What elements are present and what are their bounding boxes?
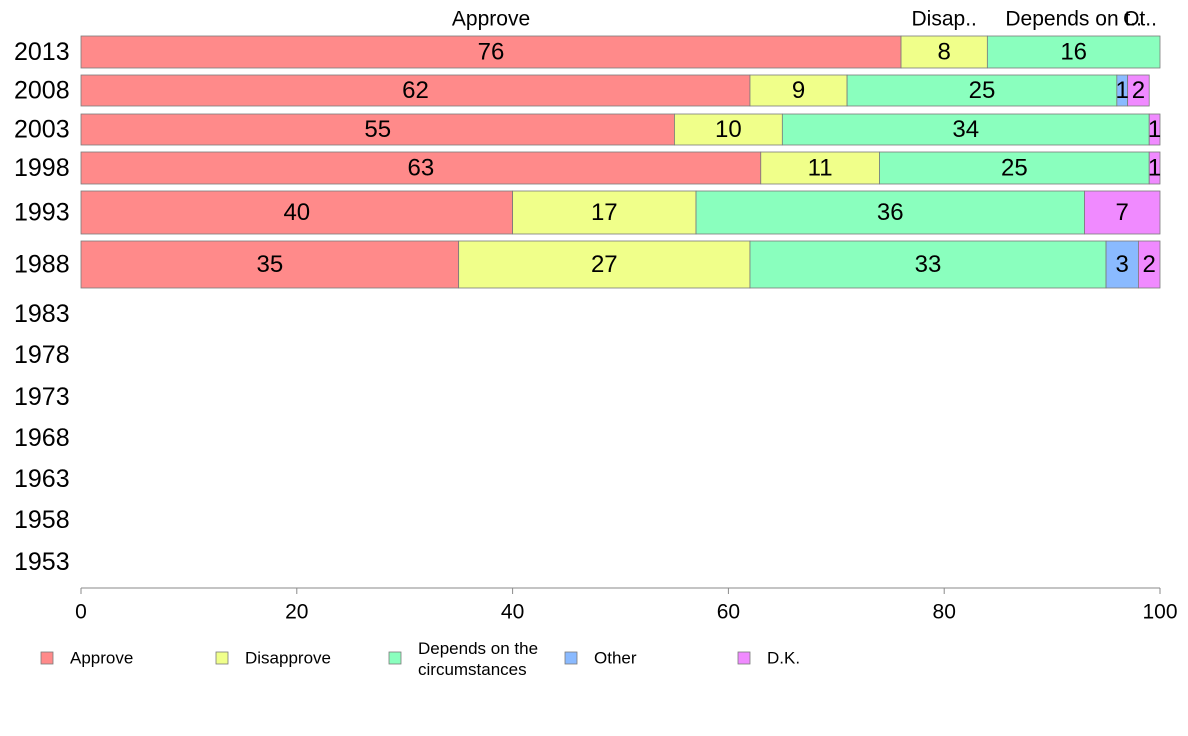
bar-2008-disapprove bbox=[749, 74, 848, 107]
legend-label-depends-on-the-circumstances: Depends on the circumstances bbox=[418, 639, 538, 679]
legend-swatch-approve bbox=[40, 651, 54, 665]
year-label-1963: 1963 bbox=[14, 465, 70, 493]
year-label-1988: 1988 bbox=[14, 251, 70, 279]
year-label-1998: 1998 bbox=[14, 154, 70, 182]
bar-2008-d-k bbox=[1127, 74, 1150, 107]
x-tick-label-60: 60 bbox=[717, 601, 740, 624]
year-label-1958: 1958 bbox=[14, 506, 70, 534]
value-label-2008-disapprove: 9 bbox=[792, 77, 805, 104]
value-label-2003-depends-on-the-circumstances: 34 bbox=[952, 116, 979, 143]
value-label-2008-depends-on-the-circumstances: 25 bbox=[969, 77, 996, 104]
legend-label-disapprove: Disapprove bbox=[245, 649, 331, 668]
top-label-ot: Ot.. bbox=[1123, 8, 1157, 31]
top-labels-layer: Approve Disap.. Depends on t..Ot.. bbox=[452, 8, 1157, 31]
x-tick-label-40: 40 bbox=[501, 601, 524, 624]
year-labels-layer: 2013 2008 2003 1998 1993 1988 1983 1978 1973 1968… bbox=[14, 38, 70, 576]
year-label-2013: 2013 bbox=[14, 38, 70, 66]
x-tick-label-0: 0 bbox=[75, 601, 87, 624]
bar-1988-depends-on-the-circumstances bbox=[749, 240, 1107, 289]
value-label-1998-d-k: 1 bbox=[1148, 155, 1161, 182]
bar-2008-depends-on-the-circumstances bbox=[846, 74, 1118, 107]
bar-1988-other bbox=[1105, 240, 1139, 289]
bar-2003-depends-on-the-circumstances bbox=[781, 113, 1150, 146]
bar-2008-approve bbox=[80, 74, 751, 107]
bar-1988-d-k bbox=[1138, 240, 1161, 289]
value-label-2008-approve: 62 bbox=[402, 77, 429, 104]
legend-label-other: Other bbox=[594, 649, 637, 668]
value-label-2003-disapprove: 10 bbox=[715, 116, 742, 143]
x-tick-label-80: 80 bbox=[933, 601, 956, 624]
bar-1998-disapprove bbox=[760, 151, 880, 185]
top-label-depends-on-t: Depends on t.. bbox=[1005, 8, 1142, 31]
bar-2013-depends-on-the-circumstances bbox=[986, 35, 1161, 69]
year-label-1993: 1993 bbox=[14, 199, 70, 227]
legend-label-d-k: D.K. bbox=[767, 649, 800, 668]
bar-1993-depends-on-the-circumstances bbox=[695, 190, 1085, 235]
value-label-1988-other: 3 bbox=[1116, 251, 1129, 278]
year-label-1983: 1983 bbox=[14, 300, 70, 328]
top-label-disap: Disap.. bbox=[912, 8, 977, 31]
bar-1993-disapprove bbox=[512, 190, 697, 235]
top-label-approve: Approve bbox=[452, 8, 530, 31]
legend-swatch-disapprove bbox=[215, 651, 229, 665]
value-label-1993-d-k: 7 bbox=[1116, 199, 1129, 226]
year-label-1968: 1968 bbox=[14, 424, 70, 452]
bar-2003-approve bbox=[80, 113, 675, 146]
value-label-2013-approve: 76 bbox=[478, 39, 505, 66]
year-label-1978: 1978 bbox=[14, 341, 70, 369]
year-label-1953: 1953 bbox=[14, 548, 70, 576]
year-label-1973: 1973 bbox=[14, 383, 70, 411]
value-label-1993-disapprove: 17 bbox=[591, 199, 618, 226]
legend-swatch-depends-on-the-circumstances bbox=[388, 651, 402, 665]
legend-swatch-other bbox=[564, 651, 578, 665]
bar-1998-approve bbox=[80, 151, 762, 185]
bar-2013-disapprove bbox=[900, 35, 988, 69]
bar-2003-disapprove bbox=[674, 113, 783, 146]
value-label-1993-depends-on-the-circumstances: 36 bbox=[877, 199, 904, 226]
value-label-2003-d-k: 1 bbox=[1148, 116, 1161, 143]
bar-1998-d-k bbox=[1148, 151, 1161, 185]
year-label-2008: 2008 bbox=[14, 77, 70, 105]
bar-2003-d-k bbox=[1148, 113, 1161, 146]
bar-1993-d-k bbox=[1084, 190, 1161, 235]
x-axis: 0 20 40 60 80 100 bbox=[75, 587, 1178, 624]
legend-swatch-d-k bbox=[737, 651, 751, 665]
value-label-1988-d-k: 2 bbox=[1143, 251, 1156, 278]
value-label-1998-approve: 63 bbox=[408, 155, 435, 182]
value-label-2013-disapprove: 8 bbox=[938, 39, 951, 66]
value-label-2013-depends-on-the-circumstances: 16 bbox=[1060, 39, 1087, 66]
value-label-1988-approve: 35 bbox=[256, 251, 283, 278]
x-tick-label-100: 100 bbox=[1142, 601, 1177, 624]
value-label-1998-disapprove: 11 bbox=[808, 155, 833, 182]
value-label-2008-other: 1 bbox=[1116, 77, 1129, 104]
value-label-1998-depends-on-the-circumstances: 25 bbox=[1001, 155, 1028, 182]
bar-1998-depends-on-the-circumstances bbox=[879, 151, 1150, 185]
x-tick-label-20: 20 bbox=[285, 601, 308, 624]
bar-1988-disapprove bbox=[458, 240, 751, 289]
value-label-1988-disapprove: 27 bbox=[591, 251, 618, 278]
bar-1988-approve bbox=[80, 240, 460, 289]
value-label-2003-approve: 55 bbox=[364, 116, 391, 143]
legend-label-approve: Approve bbox=[70, 649, 133, 668]
bar-1993-approve bbox=[80, 190, 514, 235]
bar-2013-approve bbox=[80, 35, 902, 69]
bars-layer bbox=[80, 35, 1161, 289]
value-label-1993-approve: 40 bbox=[283, 199, 310, 226]
year-label-2003: 2003 bbox=[14, 116, 70, 144]
value-label-1988-depends-on-the-circumstances: 33 bbox=[915, 251, 942, 278]
legend: Approve Disapprove Depends on the circumsta… bbox=[40, 639, 800, 679]
value-label-2008-d-k: 2 bbox=[1132, 77, 1145, 104]
